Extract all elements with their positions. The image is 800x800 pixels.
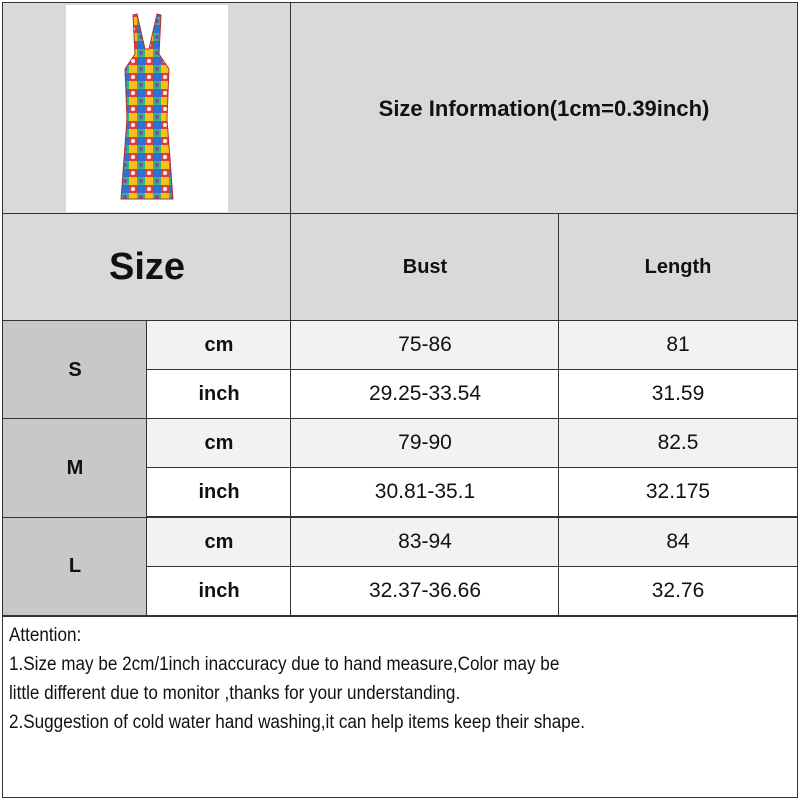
notes-heading: Attention: <box>9 625 82 646</box>
page-title: Size Information(1cm=0.39inch) <box>290 2 798 215</box>
bust-value: 79-90 <box>290 418 560 468</box>
note-line: 2.Suggestion of cold water hand washing,… <box>9 712 586 733</box>
size-label: L <box>2 517 148 616</box>
length-value: 84 <box>558 517 798 567</box>
bust-value: 32.37-36.66 <box>290 566 560 616</box>
unit-label: cm <box>146 418 292 468</box>
unit-label: inch <box>146 467 292 517</box>
note-line: little different due to monitor ,thanks … <box>9 683 461 704</box>
unit-label: cm <box>146 320 292 370</box>
size-header: Size <box>2 213 292 321</box>
length-value: 32.175 <box>558 467 798 517</box>
dress-image <box>66 5 228 212</box>
unit-label: inch <box>146 369 292 419</box>
length-value: 81 <box>558 320 798 370</box>
length-value: 82.5 <box>558 418 798 468</box>
length-value: 32.76 <box>558 566 798 616</box>
size-label: S <box>2 320 148 420</box>
bust-value: 29.25-33.54 <box>290 369 560 419</box>
unit-label: inch <box>146 566 292 616</box>
size-label: M <box>2 418 148 518</box>
note-line: 1.Size may be 2cm/1inch inaccuracy due t… <box>9 654 560 675</box>
bust-value: 83-94 <box>290 517 560 567</box>
bust-value: 30.81-35.1 <box>290 467 560 517</box>
length-header: Length <box>558 213 798 321</box>
bust-header: Bust <box>290 213 560 321</box>
product-image-cell <box>2 2 292 215</box>
length-value: 31.59 <box>558 369 798 419</box>
attention-notes: Attention: 1.Size may be 2cm/1inch inacc… <box>2 616 798 798</box>
unit-label: cm <box>146 517 292 567</box>
bust-value: 75-86 <box>290 320 560 370</box>
